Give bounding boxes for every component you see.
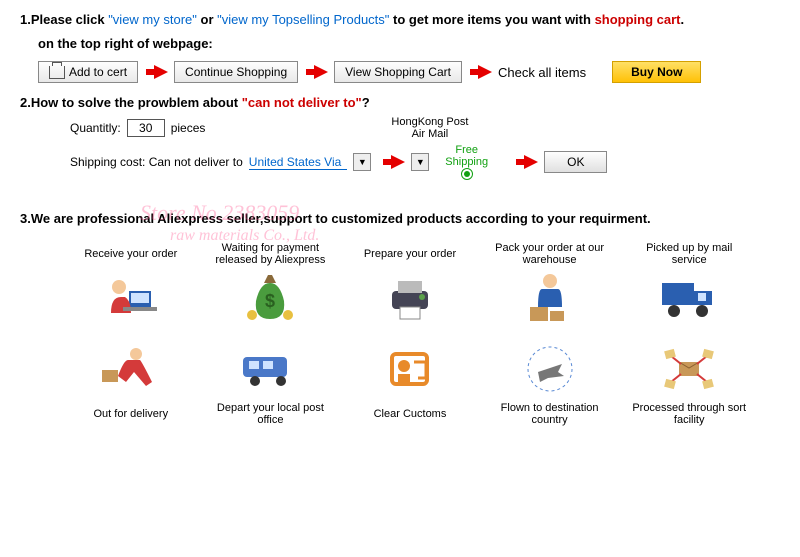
hk-line2: Air Mail (412, 128, 449, 140)
s1-prefix: Please click (31, 12, 108, 27)
add-to-cart-button[interactable]: Add to cert (38, 61, 138, 83)
flow-customs: Clear Cuctoms (349, 338, 471, 427)
s2-red: "can not deliver to" (242, 95, 362, 110)
arrow-icon (478, 65, 492, 79)
flow-delivery: Out for delivery (70, 338, 192, 427)
printer-icon (375, 271, 445, 326)
free-label: Free (455, 144, 478, 156)
ship-label: Shipping cost: Can not deliver to (70, 155, 243, 169)
link-topselling[interactable]: "view my Topselling Products" (217, 12, 389, 27)
svg-text:$: $ (265, 291, 275, 311)
arrow-icon (314, 65, 328, 79)
section-2-num: 2. (20, 95, 31, 110)
money-bag-icon: $ (235, 271, 305, 326)
flow-grid-top: Receive your order Waiting for payment r… (70, 241, 750, 326)
ship-via-link[interactable]: United States Via (249, 155, 348, 170)
pieces-label: pieces (171, 121, 206, 135)
flow-label: Picked up by mail service (628, 241, 750, 267)
s1-cart: shopping cart (595, 12, 681, 27)
qty-label: Quantitly: (70, 121, 121, 135)
flow-flown: Flown to destination country (489, 338, 611, 427)
check-all-label: Check all items (498, 65, 586, 80)
s1-subline: on the top right of webpage: (38, 34, 780, 54)
arrow-icon (524, 155, 538, 169)
hk-line1: HongKong Post (391, 116, 468, 128)
link-view-store[interactable]: "view my store" (108, 12, 197, 27)
add-label: Add to cert (69, 65, 127, 79)
truck-icon (654, 271, 724, 326)
flow-label: Out for delivery (94, 401, 169, 427)
flow-label: Receive your order (84, 241, 177, 267)
s1-tail: . (681, 12, 685, 27)
continue-shopping-button[interactable]: Continue Shopping (174, 61, 298, 83)
section-2: 2.How to solve the prowblem about "can n… (20, 95, 780, 180)
button-row: Add to cert Continue Shopping View Shopp… (38, 61, 780, 83)
s1-or: or (197, 12, 217, 27)
customs-icon (375, 342, 445, 397)
arrow-icon (391, 155, 405, 169)
s3-text: We are professional Aliexpress seller,su… (31, 211, 651, 226)
flow-label: Flown to destination country (489, 401, 611, 427)
flow-sort: Processed through sort facility (628, 338, 750, 427)
qty-input[interactable]: 30 (127, 119, 165, 137)
flow-receive: Receive your order (70, 241, 192, 326)
flow-prepare: Prepare your order (349, 241, 471, 326)
flow-label: Clear Cuctoms (374, 401, 447, 427)
section-1: 1.Please click "view my store" or "view … (20, 10, 780, 53)
flow-pack: Pack your order at our warehouse (489, 241, 611, 326)
flow-label: Prepare your order (364, 241, 456, 267)
flow-label: Depart your local post office (210, 401, 332, 427)
s2-tail: ? (362, 95, 370, 110)
buy-now-button[interactable]: Buy Now (612, 61, 701, 83)
flow-pickup: Picked up by mail service (628, 241, 750, 326)
flow-payment: Waiting for payment released by Aliexpre… (210, 241, 332, 326)
flow-label: Pack your order at our warehouse (489, 241, 611, 267)
worker-box-icon (515, 271, 585, 326)
section-2-body: Quantitly: 30 pieces HongKong Post Air M… (70, 116, 780, 180)
flow-depart: Depart your local post office (210, 338, 332, 427)
radio-icon[interactable] (461, 168, 473, 180)
flow-label: Waiting for payment released by Aliexpre… (210, 241, 332, 267)
flow-label: Processed through sort facility (628, 401, 750, 427)
section-1-num: 1. (20, 12, 31, 27)
cart-icon (49, 66, 65, 79)
dropdown-icon[interactable]: ▼ (411, 153, 429, 171)
sort-facility-icon (654, 342, 724, 397)
ok-button[interactable]: OK (544, 151, 607, 173)
section-3-num: 3. (20, 211, 31, 226)
flow-grid-bottom: Out for delivery Depart your local post … (70, 338, 750, 427)
shipping-label: Shipping (445, 156, 488, 168)
view-cart-button[interactable]: View Shopping Cart (334, 61, 462, 83)
section-3: 3.We are professional Aliexpress seller,… (20, 210, 780, 228)
s2-prefix: How to solve the prowblem about (31, 95, 242, 110)
airplane-icon (515, 342, 585, 397)
dropdown-icon[interactable]: ▼ (353, 153, 371, 171)
arrow-icon (154, 65, 168, 79)
s1-suffix: to get more items you want with (389, 12, 594, 27)
person-computer-icon (96, 271, 166, 326)
courier-icon (96, 342, 166, 397)
van-icon (235, 342, 305, 397)
